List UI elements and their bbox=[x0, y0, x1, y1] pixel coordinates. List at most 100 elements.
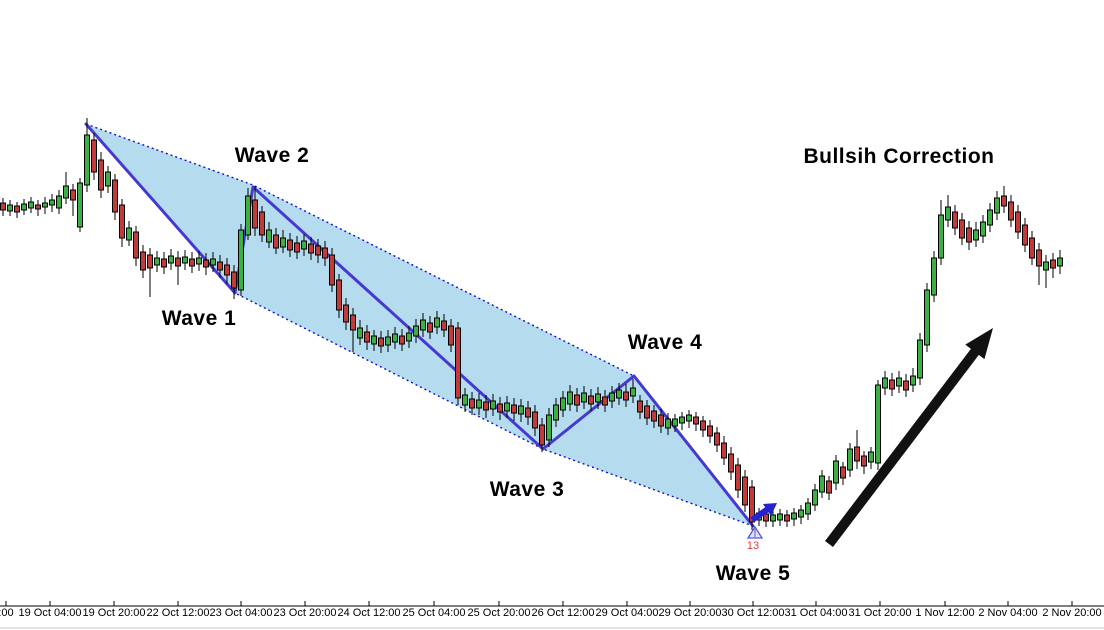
trend-arrow-head bbox=[965, 328, 993, 360]
bull-candle bbox=[1043, 261, 1049, 271]
bull-candle bbox=[490, 400, 496, 410]
bull-candle bbox=[210, 258, 216, 266]
bear-candle bbox=[350, 314, 356, 331]
bear-candle bbox=[889, 379, 895, 390]
buy-arrow-shaft bbox=[750, 506, 770, 523]
bull-candle bbox=[973, 229, 979, 241]
bear-candle bbox=[91, 139, 97, 173]
wave-3-label[interactable]: Wave 3 bbox=[489, 478, 565, 501]
bull-candle bbox=[560, 397, 566, 411]
bull-candle bbox=[476, 399, 482, 409]
bear-candle bbox=[119, 204, 125, 239]
bear-candle bbox=[231, 271, 237, 289]
bull-candle bbox=[567, 391, 573, 405]
bear-candle bbox=[294, 242, 300, 253]
bull-candle bbox=[833, 460, 839, 484]
time-axis-label: 31 Oct 20:00 bbox=[848, 607, 912, 619]
bear-candle bbox=[273, 234, 279, 249]
bear-candle bbox=[574, 394, 580, 406]
bear-candle bbox=[588, 395, 594, 405]
bear-candle bbox=[721, 442, 727, 459]
bear-candle bbox=[161, 258, 167, 268]
time-axis-label: 24 Oct 12:00 bbox=[337, 607, 401, 619]
bear-candle bbox=[854, 446, 860, 462]
buy-signal-arrow[interactable] bbox=[750, 503, 777, 523]
bear-candle bbox=[1029, 237, 1035, 259]
bull-candle bbox=[931, 257, 937, 296]
bull-candle bbox=[301, 240, 307, 250]
bear-candle bbox=[952, 211, 958, 229]
bull-candle bbox=[980, 221, 986, 237]
bear-candle bbox=[707, 425, 713, 437]
correction-label[interactable]: Bullsih Correction bbox=[803, 145, 995, 168]
bull-candle bbox=[420, 319, 426, 331]
bear-candle bbox=[742, 476, 748, 506]
bear-candle bbox=[840, 466, 846, 479]
bullish-trend-arrow[interactable] bbox=[825, 328, 993, 548]
time-axis-label: 29 Oct 04:00 bbox=[595, 607, 659, 619]
bull-candle bbox=[791, 512, 797, 520]
bull-candle bbox=[665, 418, 671, 429]
bull-candle bbox=[994, 197, 1000, 214]
bear-candle bbox=[189, 258, 195, 267]
fractal-count-label[interactable]: 13 bbox=[746, 540, 760, 552]
bear-candle bbox=[259, 211, 265, 236]
bear-candle bbox=[140, 251, 146, 271]
bull-candle bbox=[1057, 257, 1063, 267]
bear-candle bbox=[651, 410, 657, 422]
time-axis-label: 19 Oct 20:00 bbox=[82, 607, 146, 619]
bull-candle bbox=[385, 336, 391, 346]
bear-candle bbox=[336, 279, 342, 311]
bear-candle bbox=[224, 264, 230, 276]
bull-candle bbox=[105, 171, 111, 187]
time-axis-label: :00 bbox=[0, 607, 14, 619]
bull-candle bbox=[49, 199, 55, 206]
wave-1-label[interactable]: Wave 1 bbox=[161, 307, 237, 330]
time-axis-lines bbox=[0, 601, 1104, 629]
bull-candle bbox=[777, 513, 783, 521]
bull-candle bbox=[595, 393, 601, 403]
bear-candle bbox=[469, 398, 475, 409]
bear-candle bbox=[1008, 201, 1014, 221]
time-axis-label: 23 Oct 04:00 bbox=[209, 607, 273, 619]
wave-4-label[interactable]: Wave 4 bbox=[627, 331, 703, 354]
bear-candle bbox=[728, 453, 734, 473]
bull-candle bbox=[672, 418, 678, 427]
bear-candle bbox=[427, 322, 433, 333]
bull-candle bbox=[371, 335, 377, 345]
bear-candle bbox=[483, 401, 489, 411]
bull-candle bbox=[945, 206, 951, 221]
time-axis-label: 22 Oct 12:00 bbox=[146, 607, 210, 619]
bull-candle bbox=[924, 289, 930, 346]
bull-candle bbox=[679, 416, 685, 424]
wave-2-label[interactable]: Wave 2 bbox=[234, 144, 310, 167]
bull-candle bbox=[245, 195, 251, 236]
bear-candle bbox=[861, 455, 867, 467]
bull-candle bbox=[847, 448, 853, 471]
time-axis-label: 25 Oct 04:00 bbox=[402, 607, 466, 619]
bull-candle bbox=[413, 325, 419, 337]
bear-candle bbox=[399, 335, 405, 345]
bear-candle bbox=[147, 254, 153, 269]
bear-candle bbox=[525, 407, 531, 418]
bull-candle bbox=[7, 204, 13, 212]
bear-candle bbox=[966, 227, 972, 243]
time-axis-label: 26 Oct 12:00 bbox=[531, 607, 595, 619]
bear-candle bbox=[343, 304, 349, 323]
bear-candle bbox=[112, 179, 118, 213]
wave-5-label[interactable]: Wave 5 bbox=[715, 562, 791, 585]
bear-candle bbox=[539, 424, 545, 446]
bull-candle bbox=[770, 514, 776, 522]
time-axis-label: 2 Nov 20:00 bbox=[1042, 607, 1102, 619]
bear-candle bbox=[532, 411, 538, 429]
bull-candle bbox=[630, 387, 636, 397]
bull-candle bbox=[504, 402, 510, 412]
bull-candle bbox=[686, 414, 692, 422]
fractal-marker[interactable] bbox=[746, 525, 764, 539]
bull-candle bbox=[805, 502, 811, 515]
bull-candle bbox=[266, 229, 272, 243]
bull-candle bbox=[882, 377, 888, 389]
bear-candle bbox=[35, 204, 41, 210]
